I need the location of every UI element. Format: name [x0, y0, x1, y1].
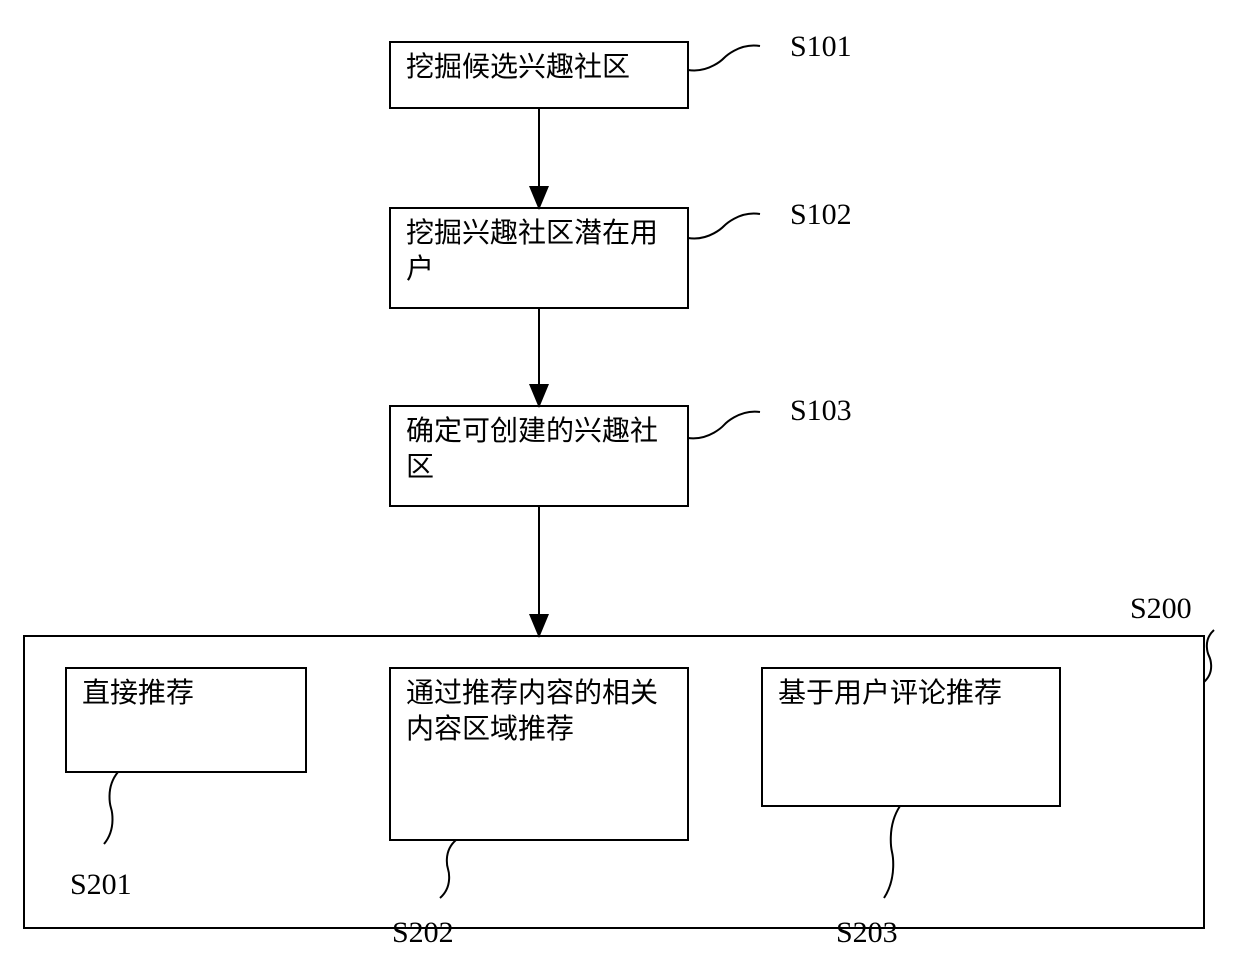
flowchart-node-text-s101: 挖掘候选兴趣社区 [406, 51, 630, 83]
step-label-s102: S102 [790, 198, 852, 231]
squiggle-s102 [688, 213, 760, 238]
flowchart-node-text-s201: 直接推荐 [82, 677, 194, 709]
step-label-s101: S101 [790, 30, 852, 63]
step-label-s200: S200 [1130, 592, 1192, 625]
squiggle-s103 [688, 412, 760, 439]
step-label-s203: S203 [836, 916, 898, 949]
squiggle-s101 [688, 45, 760, 70]
squiggle-s200 [1204, 630, 1214, 682]
flowchart-node-text-s203: 基于用户评论推荐 [778, 677, 1002, 709]
step-label-s201: S201 [70, 868, 132, 901]
flowchart-canvas: 挖掘候选兴趣社区S101挖掘兴趣社区潜在用户S102确定可创建的兴趣社区S103… [0, 0, 1240, 954]
step-label-s103: S103 [790, 394, 852, 427]
step-label-s202: S202 [392, 916, 454, 949]
